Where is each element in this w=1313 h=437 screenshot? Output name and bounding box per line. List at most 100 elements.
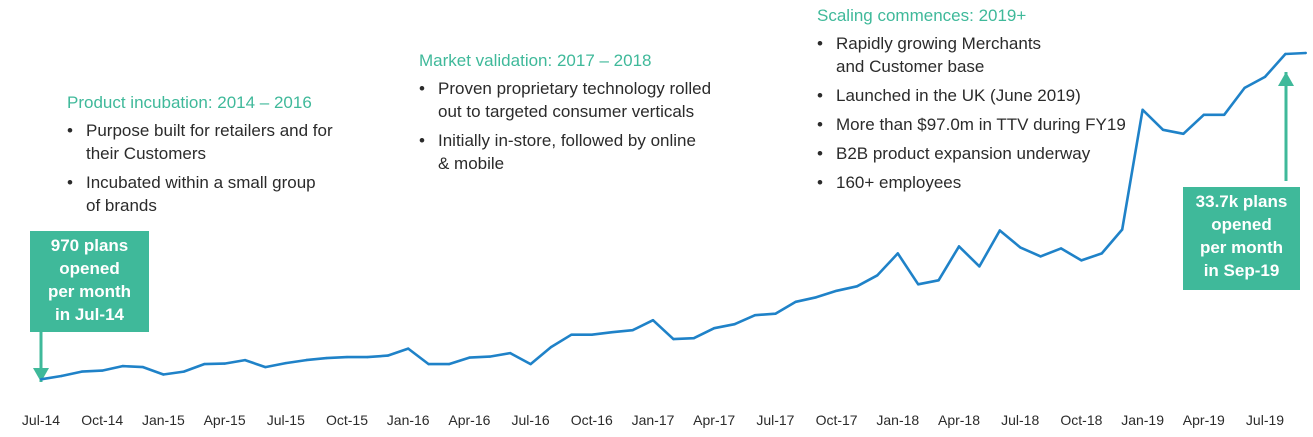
data-point bbox=[896, 252, 899, 255]
data-point bbox=[203, 362, 206, 366]
data-point bbox=[1080, 259, 1083, 262]
data-point bbox=[631, 329, 634, 332]
bullet-item: Purpose built for retailers and for their… bbox=[67, 119, 397, 165]
data-point bbox=[611, 331, 614, 334]
x-tick-label: Jan-19 bbox=[1121, 412, 1164, 428]
end-arrow-head bbox=[1278, 72, 1294, 86]
data-point bbox=[325, 356, 328, 360]
data-point bbox=[345, 355, 349, 359]
data-point bbox=[590, 333, 593, 336]
x-tick-label: Oct-17 bbox=[816, 412, 858, 428]
phase-title: Product incubation: 2014 – 2016 bbox=[67, 93, 312, 112]
data-point bbox=[957, 245, 961, 248]
data-point bbox=[264, 365, 267, 369]
data-point bbox=[427, 362, 430, 366]
data-point bbox=[794, 300, 797, 303]
phase-title: Scaling commences: 2019+ bbox=[817, 6, 1027, 25]
x-tick-label: Jul-17 bbox=[756, 412, 794, 428]
bullet-text: their Customers bbox=[86, 144, 206, 163]
data-point bbox=[1019, 246, 1022, 249]
phase-incubation: Product incubation: 2014 – 2016 Purpose … bbox=[67, 93, 397, 223]
x-tick-label: Oct-14 bbox=[81, 412, 123, 428]
x-tick-label: Jan-18 bbox=[876, 412, 919, 428]
data-point bbox=[998, 229, 1001, 232]
data-point bbox=[774, 312, 777, 315]
data-point bbox=[713, 327, 716, 330]
data-point bbox=[733, 323, 736, 326]
bullet-text: & mobile bbox=[438, 154, 505, 173]
data-point bbox=[39, 378, 43, 381]
start-callout-line: in Jul-14 bbox=[55, 305, 124, 324]
end-callout-line: 33.7k plans bbox=[1195, 192, 1288, 211]
data-point bbox=[1141, 108, 1144, 112]
bullet-text: 160+ employees bbox=[836, 173, 962, 192]
end-callout-line: per month bbox=[1199, 238, 1284, 257]
data-point bbox=[1284, 52, 1287, 56]
start-callout-line: opened bbox=[59, 259, 120, 278]
data-point bbox=[1243, 86, 1246, 90]
data-point bbox=[835, 289, 838, 292]
x-tick-label: Oct-16 bbox=[571, 412, 613, 428]
start-callout-line: per month bbox=[47, 282, 132, 301]
x-tick-label: Jan-16 bbox=[387, 412, 430, 428]
bullet-item: Initially in-store, followed by online & … bbox=[419, 129, 779, 175]
series-layer bbox=[39, 51, 1308, 381]
data-point bbox=[1304, 51, 1308, 55]
start-callout-line: 970 plans bbox=[50, 236, 129, 255]
bullet-item: More than $97.0m in TTV during FY19 bbox=[817, 113, 1177, 136]
bullet-text: and Customer base bbox=[836, 57, 985, 76]
x-axis-ticks: Jul-14 Oct-14 Jan-15 Apr-15 Jul-15 Oct-15 Jan-… bbox=[22, 412, 1284, 428]
data-point bbox=[386, 354, 389, 357]
phase-scaling: Scaling commences: 2019+ Rapidly growing… bbox=[817, 6, 1177, 200]
bullet-text: Initially in-store, followed by online bbox=[438, 131, 696, 150]
data-point bbox=[284, 361, 287, 365]
x-tick-label: Apr-18 bbox=[938, 412, 980, 428]
data-point bbox=[815, 296, 818, 299]
data-point bbox=[1202, 113, 1206, 117]
data-point bbox=[1263, 75, 1267, 79]
start-arrow-head bbox=[33, 368, 49, 382]
bullet-text: Incubated within a small group bbox=[86, 173, 316, 192]
data-point bbox=[855, 285, 859, 288]
data-point bbox=[488, 355, 491, 358]
data-point bbox=[305, 358, 308, 362]
data-point bbox=[529, 362, 532, 366]
x-tick-label: Jan-15 bbox=[142, 412, 185, 428]
bullet-item: Launched in the UK (June 2019) bbox=[817, 84, 1177, 107]
data-point bbox=[570, 333, 573, 336]
data-point bbox=[672, 337, 675, 341]
start-callout: 970 plans opened per month in Jul-14 bbox=[30, 231, 149, 332]
phase-validation: Market validation: 2017 – 2018 Proven pr… bbox=[419, 51, 779, 181]
x-tick-label: Apr-19 bbox=[1183, 412, 1225, 428]
data-point bbox=[753, 314, 757, 317]
data-point bbox=[366, 355, 369, 359]
x-tick-label: Oct-18 bbox=[1060, 412, 1102, 428]
data-point bbox=[1100, 252, 1104, 255]
data-point bbox=[1039, 255, 1042, 258]
bullet-item: Proven proprietary technology rolled out … bbox=[419, 77, 779, 123]
bullet-item: Incubated within a small group of brands bbox=[67, 171, 397, 217]
bullet-text: Rapidly growing Merchants bbox=[836, 34, 1042, 53]
data-point bbox=[549, 345, 553, 349]
end-callout-line: in Sep-19 bbox=[1203, 261, 1280, 280]
x-tick-label: Jul-16 bbox=[512, 412, 550, 428]
x-tick-label: Apr-15 bbox=[204, 412, 246, 428]
data-point bbox=[917, 283, 920, 286]
bullet-text: Purpose built for retailers and for bbox=[86, 121, 333, 140]
data-point bbox=[1182, 132, 1185, 135]
data-point bbox=[468, 356, 471, 359]
data-point bbox=[243, 358, 247, 362]
data-point bbox=[80, 370, 84, 373]
bullet-item: Rapidly growing Merchants and Customer ba… bbox=[817, 32, 1177, 78]
data-point bbox=[1223, 113, 1226, 117]
end-callout: 33.7k plans opened per month in Sep-19 bbox=[1183, 187, 1300, 290]
data-point bbox=[1059, 247, 1063, 250]
data-point bbox=[121, 364, 124, 368]
bullet-text: out to targeted consumer verticals bbox=[438, 102, 695, 121]
data-point bbox=[60, 374, 63, 378]
data-point bbox=[101, 369, 104, 372]
bullet-text: Launched in the UK (June 2019) bbox=[836, 86, 1081, 105]
bullet-list: Rapidly growing Merchants and Customer ba… bbox=[817, 32, 1177, 194]
x-tick-label: Jul-18 bbox=[1001, 412, 1039, 428]
x-tick-label: Jan-17 bbox=[632, 412, 675, 428]
